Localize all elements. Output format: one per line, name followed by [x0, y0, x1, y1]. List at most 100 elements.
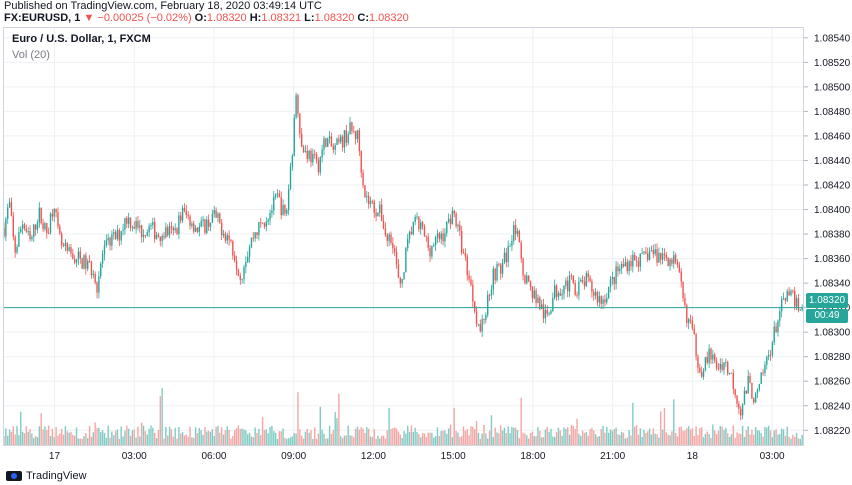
- candle-body: [308, 150, 310, 159]
- candle-body: [204, 219, 206, 233]
- volume-bar: [451, 437, 454, 445]
- candle-body: [500, 264, 502, 274]
- candle-body: [351, 122, 353, 131]
- volume-bar: [233, 430, 236, 445]
- volume-bar: [488, 430, 491, 445]
- volume-bar: [741, 425, 744, 445]
- time-tick-label: 18: [687, 451, 699, 462]
- volume-bar: [395, 428, 398, 445]
- candle-body: [250, 237, 253, 248]
- volume-bar: [446, 433, 448, 445]
- candle-body: [632, 254, 634, 267]
- candle-body: [442, 233, 444, 242]
- candle-body: [44, 223, 46, 230]
- candle-body: [174, 228, 176, 231]
- volume-bar: [308, 432, 310, 445]
- candle-body: [278, 193, 281, 198]
- candle-body: [472, 284, 474, 302]
- open-label: O:: [194, 12, 207, 24]
- volume-bar: [343, 435, 346, 445]
- candle-body: [641, 253, 643, 254]
- volume-bar: [589, 429, 591, 445]
- volume-bar: [29, 429, 31, 445]
- tradingview-brand[interactable]: TradingView: [6, 470, 87, 482]
- volume-bar: [193, 437, 195, 445]
- candle-body: [537, 297, 539, 303]
- volume-bar: [269, 427, 271, 445]
- volume-bar: [260, 435, 262, 445]
- volume-bar: [587, 435, 589, 445]
- candle-body: [470, 279, 472, 285]
- candle-body: [356, 130, 359, 139]
- candle-body: [379, 204, 381, 213]
- candle-body: [77, 251, 80, 260]
- volume-bar: [516, 429, 519, 445]
- volume-bar: [613, 429, 615, 445]
- volume-bar: [373, 429, 375, 445]
- candle-body: [667, 257, 669, 267]
- time-tick-label: 03:00: [122, 451, 147, 462]
- candle-body: [269, 213, 271, 220]
- candle-body: [615, 266, 617, 285]
- candle-body: [578, 281, 580, 296]
- candle-body: [90, 261, 93, 276]
- symbol-label: FX:EURUSD, 1: [4, 12, 81, 24]
- candle-body: [176, 228, 178, 234]
- candle-body: [531, 286, 534, 299]
- candle-body: [507, 246, 509, 263]
- volume-bar: [472, 426, 474, 445]
- volume-indicator-label[interactable]: Vol (20): [12, 49, 50, 61]
- candle-body: [178, 215, 180, 234]
- volume-bar: [700, 427, 703, 445]
- volume-bar: [57, 435, 59, 445]
- price-tick-label: 1.08240: [814, 401, 851, 412]
- candle-body: [425, 236, 428, 237]
- volume-bar: [289, 437, 292, 445]
- volume-bar: [561, 435, 563, 445]
- volume-bar: [127, 428, 130, 445]
- candle-body: [539, 297, 541, 310]
- candle-body: [152, 222, 154, 226]
- volume-bar: [152, 427, 154, 445]
- candle-body: [364, 185, 366, 198]
- volume-bar: [686, 428, 688, 445]
- candle-body: [105, 240, 108, 246]
- volume-bar: [723, 429, 725, 445]
- candle-body: [150, 225, 152, 227]
- volume-bar: [347, 425, 349, 445]
- volume-bar: [604, 432, 606, 445]
- volume-bar: [170, 429, 173, 445]
- volume-bar: [710, 437, 712, 445]
- candle-body: [697, 356, 699, 368]
- candle-body: [388, 234, 390, 241]
- candle-body: [526, 275, 528, 284]
- volume-bar: [40, 413, 42, 445]
- candle-body: [310, 150, 312, 163]
- candle-body: [304, 150, 307, 152]
- volume-bar: [325, 438, 327, 445]
- volume-bar: [594, 434, 597, 445]
- volume-bar: [460, 436, 463, 445]
- candle-body: [585, 273, 588, 286]
- candle-body: [111, 234, 113, 246]
- candle-body: [243, 267, 245, 280]
- volume-bar: [728, 436, 731, 445]
- candle-body: [544, 310, 547, 319]
- volume-bar: [749, 434, 751, 445]
- volume-bar: [122, 436, 124, 445]
- candle-body: [200, 220, 202, 227]
- candle-body: [418, 216, 420, 230]
- volume-bar: [466, 429, 468, 445]
- candle-body: [524, 275, 526, 284]
- candle-body: [557, 293, 560, 297]
- candle-body: [273, 196, 275, 211]
- candle-body: [193, 223, 195, 232]
- volume-bar: [513, 427, 515, 445]
- volume-bar: [23, 433, 26, 445]
- volume-bar: [487, 438, 489, 445]
- candle-body: [446, 222, 448, 234]
- candle-body: [263, 223, 266, 227]
- volume-bar: [299, 429, 301, 445]
- candle-body: [656, 249, 658, 263]
